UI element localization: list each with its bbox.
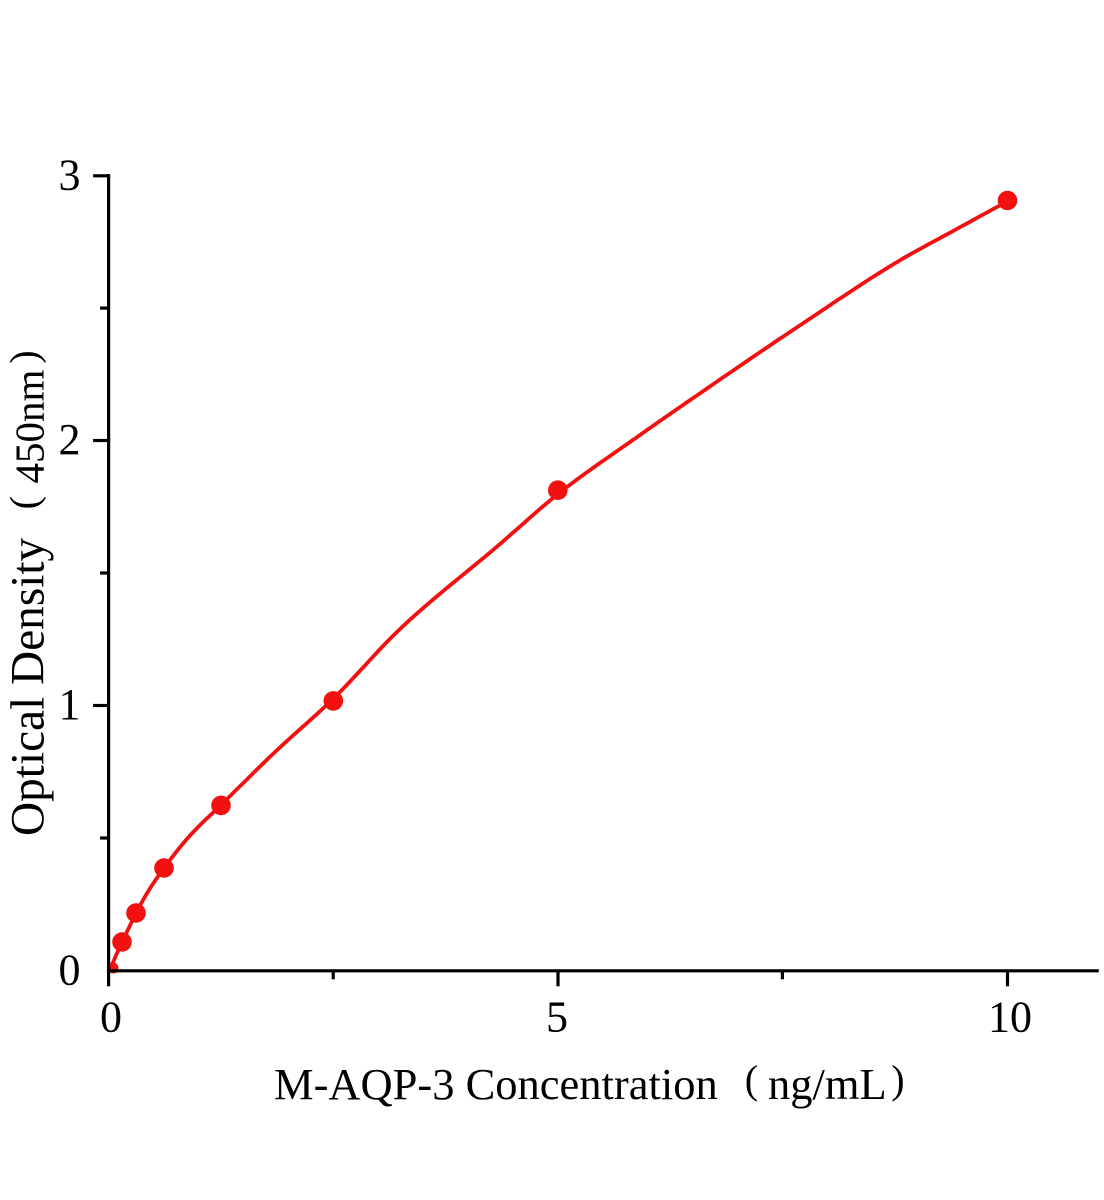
svg-text:5: 5	[546, 993, 568, 1042]
svg-text:M-AQP-3 Concentration(ng/mL): M-AQP-3 Concentration(ng/mL)	[274, 1057, 905, 1109]
svg-text:10: 10	[988, 993, 1032, 1042]
svg-text:1: 1	[59, 680, 81, 729]
svg-text:0: 0	[59, 945, 81, 994]
svg-text:3: 3	[59, 150, 81, 199]
svg-text:Optical Density(450nm): Optical Density(450nm)	[1, 350, 54, 836]
svg-text:2: 2	[59, 415, 81, 464]
svg-text:0: 0	[100, 993, 122, 1042]
